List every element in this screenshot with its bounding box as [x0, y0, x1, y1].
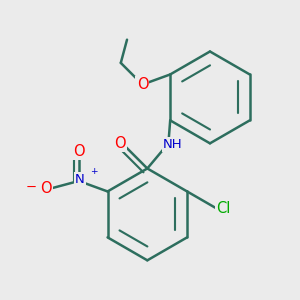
Text: N: N	[75, 173, 85, 186]
Text: −: −	[26, 181, 37, 194]
Text: O: O	[114, 136, 126, 151]
Text: +: +	[90, 167, 97, 176]
Text: O: O	[136, 77, 148, 92]
Text: O: O	[40, 181, 52, 196]
Text: Cl: Cl	[216, 201, 230, 216]
Text: O: O	[73, 144, 85, 159]
Text: NH: NH	[163, 138, 183, 151]
